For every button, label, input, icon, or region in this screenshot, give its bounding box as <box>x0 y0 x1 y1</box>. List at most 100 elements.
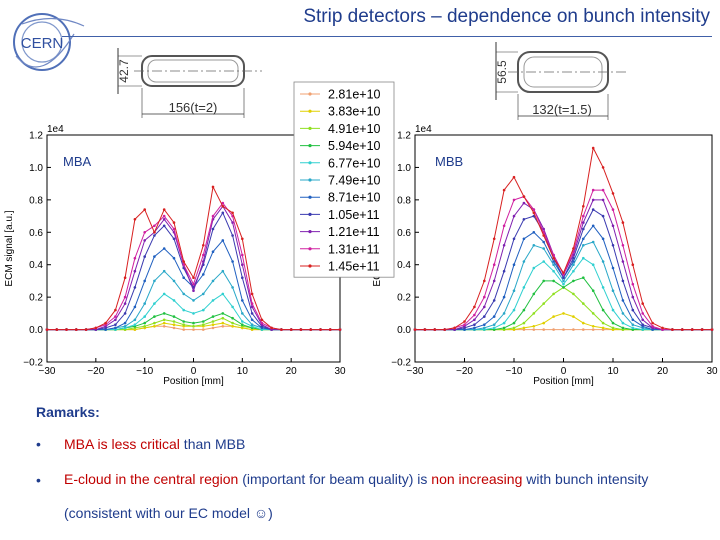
data-point <box>512 289 516 293</box>
x-tick-label: −30 <box>39 366 56 377</box>
data-point <box>572 263 575 267</box>
data-point <box>512 321 516 325</box>
legend-label: 7.49e+10 <box>328 174 381 188</box>
data-point <box>133 218 137 221</box>
data-point <box>582 276 585 280</box>
data-point <box>591 289 595 293</box>
data-point <box>572 328 575 331</box>
data-point <box>162 292 166 296</box>
data-point <box>562 312 565 315</box>
data-point <box>231 221 234 224</box>
data-point <box>202 260 205 263</box>
data-point <box>542 321 545 325</box>
data-point <box>453 326 456 330</box>
legend-marker <box>308 247 312 251</box>
data-point <box>611 224 615 228</box>
data-point <box>202 273 205 276</box>
data-point <box>221 316 225 320</box>
data-point <box>241 237 244 241</box>
data-point <box>182 328 185 331</box>
data-point <box>75 328 78 331</box>
data-point <box>572 292 575 296</box>
data-point <box>532 292 536 296</box>
data-point <box>572 256 575 260</box>
legend-label: 6.77e+10 <box>328 156 381 170</box>
legend-label: 2.81e+10 <box>328 88 381 102</box>
data-point <box>463 323 466 327</box>
data-point <box>211 279 215 283</box>
data-point <box>221 205 225 208</box>
data-point <box>631 308 635 312</box>
data-point <box>192 299 195 302</box>
legend-label: 1.05e+11 <box>328 208 380 222</box>
data-point <box>241 253 244 257</box>
data-point <box>153 279 156 283</box>
legend-marker <box>308 126 312 130</box>
data-point <box>621 260 625 263</box>
remark-bullet-2: E-cloud in the central region (important… <box>64 462 704 530</box>
remark-2-part-4: with bunch intensity (consistent with ou… <box>64 471 649 521</box>
data-point <box>542 234 545 237</box>
data-point <box>143 208 146 211</box>
data-point <box>162 312 166 315</box>
data-point <box>211 185 215 189</box>
data-point <box>512 263 516 267</box>
data-point <box>483 315 486 318</box>
data-point <box>153 315 156 318</box>
data-point <box>202 253 205 257</box>
y-tick-label: 0.4 <box>29 260 43 271</box>
data-point <box>143 302 146 305</box>
figure-area: 42.7 156(t=2) 56.5 132(t=1.5) −0.2 0.0 0.2… <box>4 42 718 387</box>
data-point <box>162 318 166 322</box>
data-point <box>153 255 156 258</box>
data-point <box>162 214 166 218</box>
data-point <box>143 239 146 242</box>
data-point <box>512 308 516 312</box>
data-point <box>123 302 127 305</box>
data-point <box>153 325 156 328</box>
slide-title: Strip detectors – dependence on bunch in… <box>303 6 710 27</box>
data-point <box>211 323 215 327</box>
data-point <box>162 218 166 221</box>
data-point <box>192 325 195 328</box>
legend-label: 1.21e+11 <box>328 225 380 239</box>
remark-2-part-2: (important for beam quality) is <box>238 471 432 487</box>
data-point <box>299 328 303 331</box>
data-point <box>690 328 694 331</box>
data-point <box>552 256 555 260</box>
data-point <box>250 323 254 327</box>
data-point <box>582 321 585 325</box>
data-point <box>260 321 264 325</box>
x-tick-label: 30 <box>706 366 718 377</box>
y-tick-label: 1.0 <box>29 163 43 174</box>
bullet-marker-1: • <box>36 436 41 452</box>
data-point <box>231 211 234 215</box>
data-point <box>192 312 195 315</box>
data-point <box>65 328 68 331</box>
y-tick-label: 0.2 <box>29 293 43 304</box>
data-point <box>552 315 555 318</box>
legend-marker <box>308 195 312 199</box>
mbb-width-label: 132(t=1.5) <box>532 102 592 117</box>
data-point <box>572 315 575 318</box>
data-point <box>162 224 166 228</box>
mbb-chart: −0.2 0.0 0.2 0.4 0.6 0.8 1.0 1.2 −30 −20 −10 0 10 20 3… <box>372 124 718 387</box>
y-tick-label: 0.0 <box>29 325 43 336</box>
data-point <box>532 231 536 234</box>
data-point <box>611 244 615 247</box>
data-point <box>591 146 595 150</box>
x-tick-label: −10 <box>136 366 153 377</box>
data-point <box>641 323 644 327</box>
data-point <box>172 221 176 224</box>
chart-legend: 2.81e+10 3.83e+10 4.91e+10 5.94e+10 6.77e+10… <box>293 81 395 278</box>
data-point <box>512 198 516 202</box>
data-point <box>309 328 313 331</box>
data-point <box>611 321 615 325</box>
data-point <box>552 292 555 296</box>
data-point <box>473 318 476 322</box>
data-point <box>123 312 127 315</box>
x-tick-label: −30 <box>407 366 424 377</box>
data-point <box>231 234 234 237</box>
data-point <box>631 295 635 299</box>
data-point <box>221 312 225 315</box>
